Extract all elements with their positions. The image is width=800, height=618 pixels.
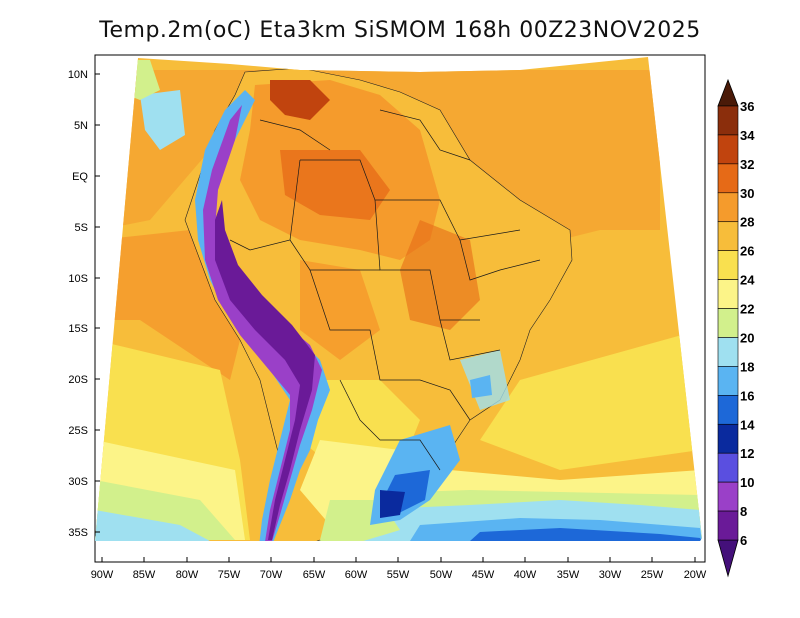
colorbar-label: 12 (740, 446, 754, 461)
lon-label: 60W (345, 569, 368, 581)
political-boundaries (229, 109, 541, 471)
lon-label: 50W (430, 569, 453, 581)
colorbar-label: 22 (740, 302, 754, 317)
colorbar-swatch (717, 134, 739, 165)
lat-label: 35S (68, 527, 88, 539)
colorbar-swatch (717, 308, 739, 338)
colorbar-label: 6 (740, 533, 747, 548)
colorbar-swatch (717, 221, 739, 251)
lat-label: 15S (68, 323, 88, 335)
colorbar-swatch (717, 452, 739, 483)
colorbar-swatch (717, 192, 739, 223)
lat-label: 25S (68, 425, 88, 437)
lon-label: 20W (684, 569, 707, 581)
colorbar-label: 34 (740, 128, 755, 143)
lon-label: 40W (514, 569, 537, 581)
colorbar-swatch (717, 423, 739, 454)
colorbar-bottom-arrow (717, 539, 739, 578)
lat-axis: 10N 5N EQ 5S 10S 15S 20S 25S 30S 35S (68, 69, 100, 539)
colorbar-label: 10 (740, 475, 754, 490)
colorbar-label: 14 (740, 417, 755, 432)
lat-label: 10N (68, 69, 88, 81)
lat-label: 10S (68, 273, 88, 285)
lon-label: 30W (599, 569, 622, 581)
colorbar-label: 18 (740, 359, 754, 374)
lon-label: 80W (176, 569, 199, 581)
colorbar-label: 24 (740, 273, 755, 288)
lon-label: 25W (641, 569, 664, 581)
colorbar-swatch (717, 163, 739, 194)
lon-label: 65W (303, 569, 326, 581)
lat-label: 30S (68, 476, 88, 488)
lon-label: 75W (218, 569, 241, 581)
colorbar: 36 34 32 30 28 26 24 22 20 18 16 14 12 10 8 6 (717, 78, 755, 578)
colorbar-swatch (717, 250, 739, 280)
map-title: Temp.2m(oC) Eta3km SiSMOM 168h 00Z23NOV2… (99, 18, 701, 43)
colorbar-swatch (717, 481, 739, 512)
colorbar-swatch (717, 337, 739, 367)
lat-label: 20S (68, 374, 88, 386)
lon-label: 35W (557, 569, 580, 581)
lon-label: 85W (133, 569, 156, 581)
colorbar-label: 26 (740, 244, 754, 259)
lon-label: 55W (387, 569, 410, 581)
colorbar-label: 36 (740, 99, 754, 114)
lat-label: 5N (74, 120, 88, 132)
colorbar-label: 20 (740, 330, 754, 345)
lon-label: 90W (91, 569, 114, 581)
colorbar-swatch (717, 510, 739, 541)
colorbar-label: 16 (740, 388, 754, 403)
lat-label: 5S (75, 222, 88, 234)
colorbar-swatch (717, 105, 739, 136)
lon-label: 45W (472, 569, 495, 581)
colorbar-label: 32 (740, 157, 754, 172)
lon-axis: 90W 85W 80W 75W 70W 65W 60W 55W 50W 45W … (91, 557, 707, 581)
colorbar-swatch (717, 366, 739, 396)
colorbar-swatch (717, 279, 739, 309)
colorbar-label: 8 (740, 504, 747, 519)
lat-label: EQ (72, 171, 88, 183)
colorbar-label: 30 (740, 186, 754, 201)
colorbar-top-arrow (717, 78, 739, 107)
temperature-field (95, 57, 702, 541)
lon-label: 70W (260, 569, 283, 581)
colorbar-label: 28 (740, 215, 754, 230)
colorbar-swatch (717, 395, 739, 425)
